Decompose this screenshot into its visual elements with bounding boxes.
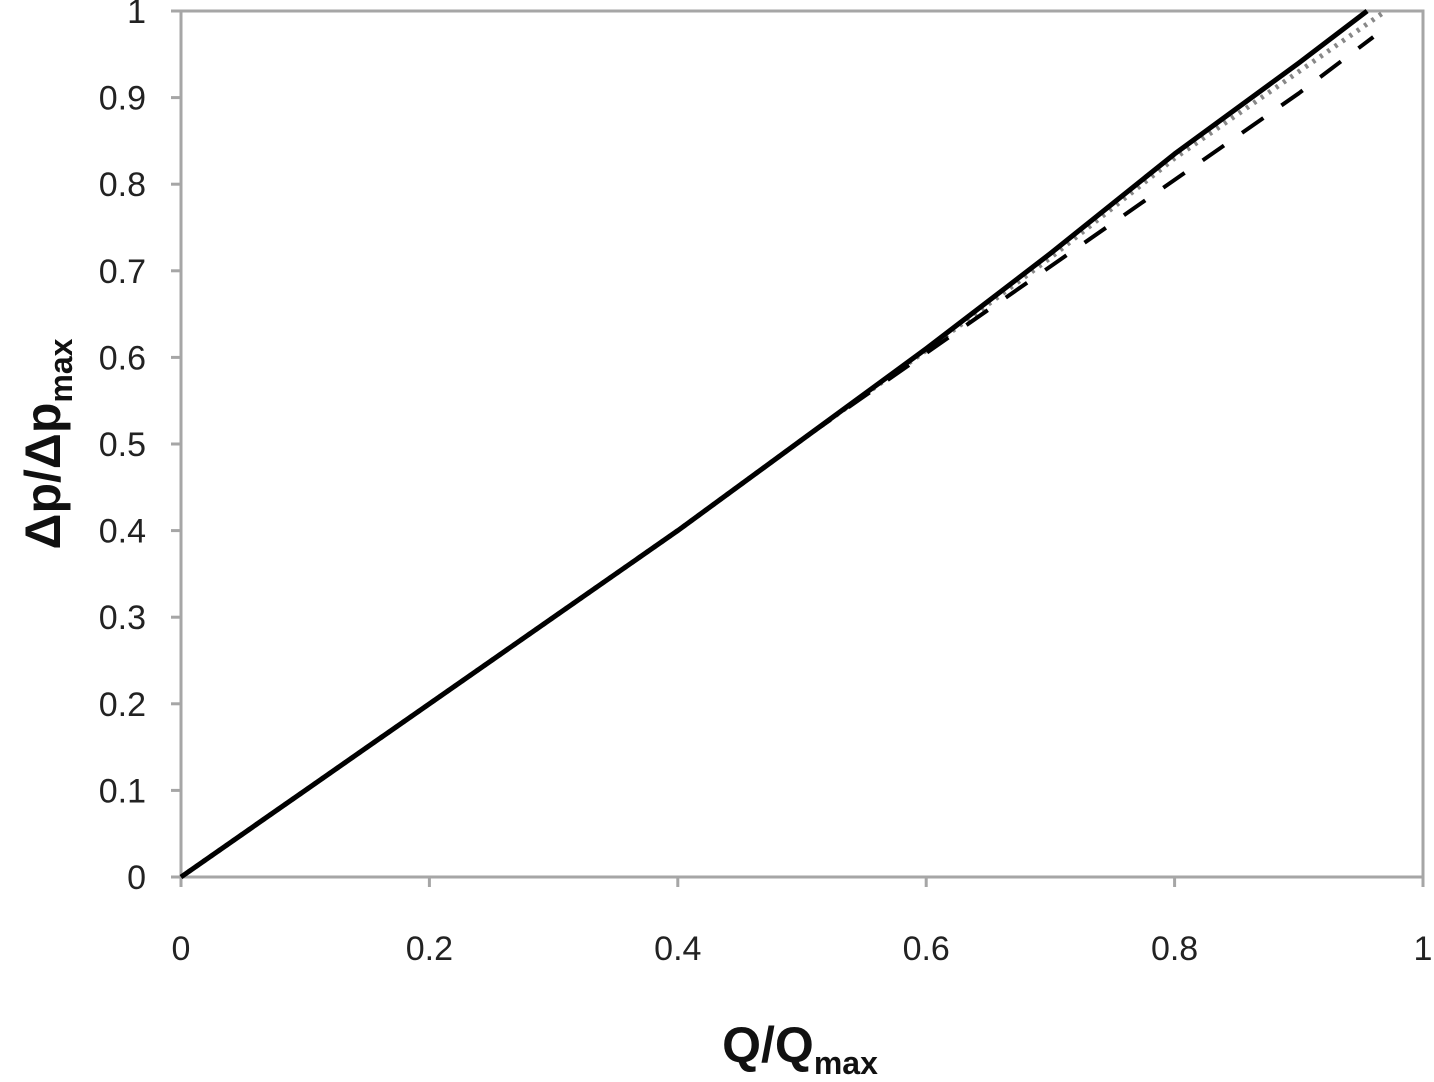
x-tick-label: 1 [1414, 930, 1433, 968]
x-tick-label: 0.2 [406, 930, 453, 968]
y-tick-label: 0.3 [99, 599, 146, 637]
x-tick-label: 0.6 [903, 930, 950, 968]
y-tick-label: 0.4 [99, 513, 146, 551]
y-tick-label: 0.9 [99, 80, 146, 118]
y-tick-label: 0.2 [99, 686, 146, 724]
x-axis-title-subscript: max [814, 1045, 878, 1081]
y-tick-label: 0 [127, 859, 146, 897]
y-axis-title: Δp/Δpmax [15, 338, 79, 549]
y-tick-label: 0.7 [99, 253, 146, 291]
y-tick-label: 0.5 [99, 426, 146, 464]
y-axis-title-subscript: max [43, 338, 79, 402]
x-tick-label: 0.4 [654, 930, 701, 968]
series-line-solid [179, 9, 1369, 880]
y-tick-label: 1 [127, 0, 146, 31]
y-tick-label: 0.1 [99, 772, 146, 810]
y-axis-title-main: Δp/Δp [15, 403, 71, 550]
x-axis-title: Q/Qmax [722, 1017, 878, 1081]
y-tick-label: 0.6 [99, 339, 146, 377]
x-tick-label: 0.8 [1151, 930, 1198, 968]
x-axis-title-main: Q/Q [722, 1017, 814, 1073]
x-tick-label: 0 [172, 930, 191, 968]
y-tick-label: 0.8 [99, 166, 146, 204]
